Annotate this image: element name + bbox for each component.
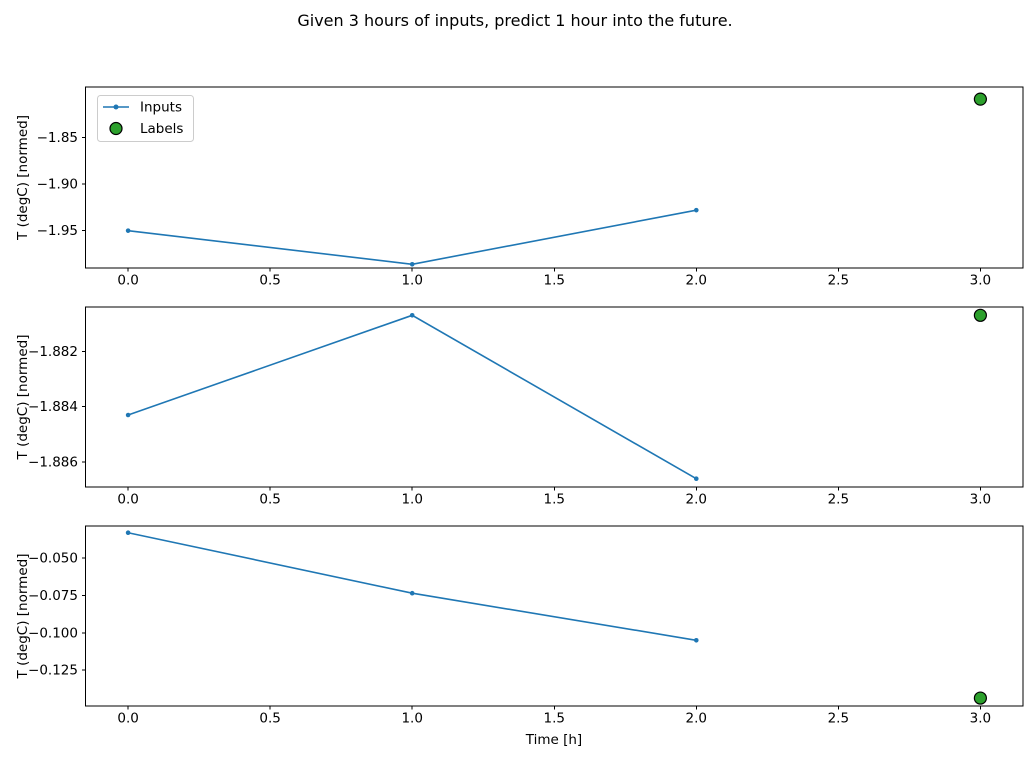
x-tick-label: 2.0 — [686, 711, 707, 727]
y-tick-label: −0.050 — [28, 551, 78, 567]
axes-spines — [85, 86, 1024, 269]
inputs-marker — [409, 261, 415, 267]
y-tick-label: −0.125 — [28, 663, 78, 679]
legend-item-label: Labels — [140, 121, 183, 137]
x-tick-label: 1.0 — [401, 492, 422, 508]
x-tick-label: 3.0 — [970, 711, 991, 727]
figure-title: Given 3 hours of inputs, predict 1 hour … — [297, 11, 733, 30]
x-tick-label: 0.0 — [117, 492, 138, 508]
y-tick-label: −1.85 — [37, 130, 78, 146]
legend: Inputs Labels — [97, 95, 194, 142]
inputs-marker — [693, 476, 699, 481]
x-tick-label: 2.5 — [828, 711, 849, 727]
x-tick-label: 1.0 — [401, 273, 422, 289]
x-tick-label: 2.0 — [686, 492, 707, 508]
y-tick-label: −1.90 — [37, 177, 78, 193]
y-tick-label: −1.95 — [37, 223, 78, 239]
y-tick-label: −1.884 — [28, 399, 78, 415]
labels-point — [973, 308, 987, 322]
y-axis-label: T (degC) [normed] — [15, 335, 31, 461]
y-axis-label: T (degC) [normed] — [15, 115, 31, 241]
x-tick-label: 3.0 — [970, 492, 991, 508]
inputs-marker — [693, 637, 699, 643]
labels-point — [973, 92, 987, 106]
x-tick-label: 1.5 — [544, 273, 565, 289]
inputs-marker — [693, 207, 699, 213]
y-tick-label: −0.075 — [28, 588, 78, 604]
inputs-marker — [125, 530, 131, 536]
x-axis-label: Time [h] — [525, 732, 583, 748]
x-tick-label: 2.0 — [686, 273, 707, 289]
x-tick-label: 0.5 — [259, 492, 280, 508]
x-tick-label: 0.0 — [117, 711, 138, 727]
x-tick-label: 1.0 — [401, 711, 422, 727]
inputs-marker — [125, 412, 131, 418]
subplot-3: 0.0 0.5 1.0 1.5 2.0 2.5 3.0 −0.050 −0.075 −0.100 −… — [15, 525, 1024, 727]
subplot-1: 0.0 0.5 1.0 1.5 2.0 2.5 3.0 −1.85 −1.90 −1.95 T (d… — [15, 86, 1024, 289]
inputs-line — [127, 314, 697, 480]
y-tick-label: −1.886 — [28, 455, 78, 471]
inputs-line — [128, 209, 697, 266]
inputs-line — [127, 531, 697, 642]
x-tick-label: 0.5 — [259, 273, 280, 289]
inputs-marker — [409, 590, 415, 596]
subplot-2: 0.0 0.5 1.0 1.5 2.0 2.5 3.0 −1.882 −1.884 −1.886T… — [15, 306, 1024, 508]
x-tick-label: 0.5 — [259, 711, 280, 727]
inputs-marker — [409, 313, 415, 318]
x-tick-label: 0.0 — [117, 273, 138, 289]
legend-item-label: Inputs — [140, 100, 182, 116]
labels-point — [973, 691, 987, 705]
x-tick-label: 2.5 — [828, 273, 849, 289]
y-tick-label: −1.882 — [28, 344, 78, 360]
y-axis-label: T (degC) [normed] — [15, 554, 31, 680]
legend-labels-swatch — [109, 121, 123, 136]
x-tick-label: 3.0 — [970, 273, 991, 289]
x-tick-label: 1.5 — [544, 711, 565, 727]
x-tick-label: 2.5 — [828, 492, 849, 508]
x-tick-label: 1.5 — [544, 492, 565, 508]
inputs-marker — [125, 228, 131, 233]
y-tick-label: −0.100 — [28, 625, 78, 641]
legend-inputs-marker — [113, 104, 119, 110]
